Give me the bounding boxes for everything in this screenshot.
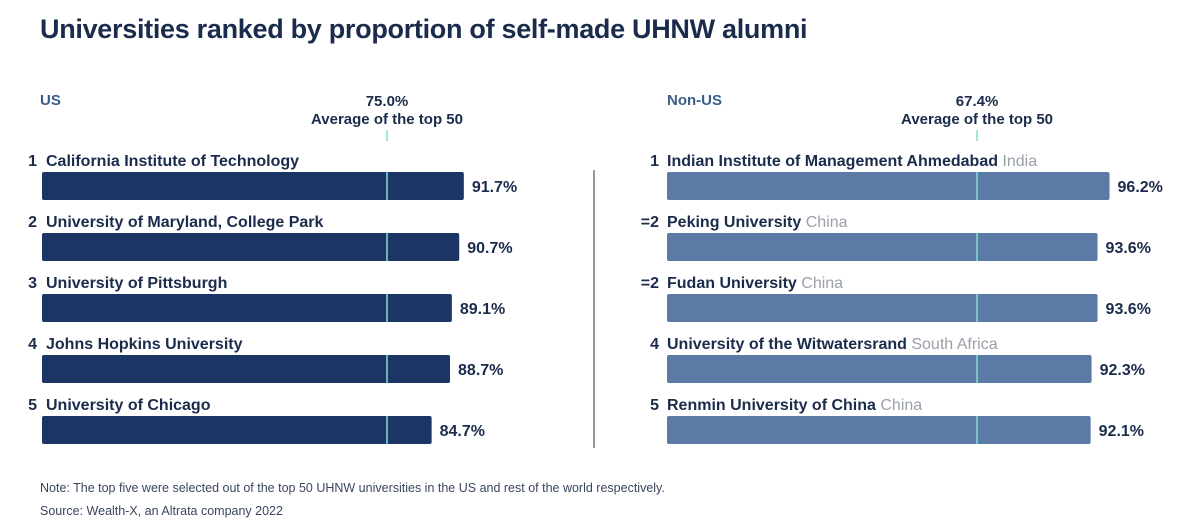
average-label: Average of the top 50 bbox=[901, 111, 1053, 128]
source-note: Source: Wealth-X, an Altrata company 202… bbox=[40, 504, 283, 518]
university-name: Peking University bbox=[667, 214, 801, 231]
panel-label: Non-US bbox=[667, 92, 722, 109]
average-label: Average of the top 50 bbox=[311, 111, 463, 128]
rank-label: 4 bbox=[28, 336, 37, 353]
category-label: University of Maryland, College Park bbox=[46, 214, 324, 231]
country-label: China bbox=[797, 275, 843, 292]
average-value: 67.4% bbox=[956, 93, 999, 110]
value-label: 92.3% bbox=[1100, 362, 1145, 379]
university-name: California Institute of Technology bbox=[46, 153, 299, 170]
category-label: Fudan University China bbox=[667, 275, 843, 292]
university-name: University of Maryland, College Park bbox=[46, 214, 324, 231]
value-label: 90.7% bbox=[467, 240, 512, 257]
panel-label: US bbox=[40, 92, 61, 109]
bar bbox=[667, 355, 1092, 383]
university-name: Renmin University of China bbox=[667, 397, 876, 414]
rank-label: 3 bbox=[28, 275, 37, 292]
rank-label: 2 bbox=[28, 214, 37, 231]
bar bbox=[667, 233, 1098, 261]
rank-label: 1 bbox=[650, 153, 659, 170]
rank-label: 5 bbox=[28, 397, 37, 414]
rank-label: =2 bbox=[641, 275, 659, 292]
bar bbox=[667, 172, 1110, 200]
bar bbox=[42, 233, 460, 261]
category-label: University of Chicago bbox=[46, 397, 211, 414]
value-label: 92.1% bbox=[1099, 423, 1144, 440]
value-label: 93.6% bbox=[1106, 240, 1151, 257]
category-label: Indian Institute of Management Ahmedabad… bbox=[667, 153, 1037, 170]
university-name: University of Chicago bbox=[46, 397, 211, 414]
category-label: University of Pittsburgh bbox=[46, 275, 227, 292]
value-label: 96.2% bbox=[1118, 179, 1163, 196]
value-label: 93.6% bbox=[1106, 301, 1151, 318]
university-name: University of the Witwatersrand bbox=[667, 336, 907, 353]
value-label: 91.7% bbox=[472, 179, 517, 196]
value-label: 89.1% bbox=[460, 301, 505, 318]
bar bbox=[667, 416, 1091, 444]
value-label: 84.7% bbox=[440, 423, 485, 440]
rank-label: 4 bbox=[650, 336, 659, 353]
category-label: California Institute of Technology bbox=[46, 153, 299, 170]
footnote: Note: The top five were selected out of … bbox=[40, 481, 665, 495]
university-name: Johns Hopkins University bbox=[46, 336, 243, 353]
category-label: Johns Hopkins University bbox=[46, 336, 243, 353]
bar bbox=[42, 416, 432, 444]
rank-label: =2 bbox=[641, 214, 659, 231]
category-label: Renmin University of China China bbox=[667, 397, 922, 414]
country-label: South Africa bbox=[907, 336, 998, 353]
chart-title: Universities ranked by proportion of sel… bbox=[40, 14, 808, 44]
country-label: China bbox=[876, 397, 922, 414]
university-name: University of Pittsburgh bbox=[46, 275, 227, 292]
bar bbox=[42, 294, 452, 322]
university-name: Indian Institute of Management Ahmedabad bbox=[667, 153, 998, 170]
bar bbox=[42, 172, 464, 200]
bar bbox=[42, 355, 451, 383]
country-label: China bbox=[801, 214, 847, 231]
rank-label: 1 bbox=[28, 153, 37, 170]
category-label: University of the Witwatersrand South Af… bbox=[667, 336, 998, 353]
bar bbox=[667, 294, 1098, 322]
chart-canvas: US 75.0%Average of the top 501 California … bbox=[28, 92, 1163, 448]
university-name: Fudan University bbox=[667, 275, 797, 292]
average-value: 75.0% bbox=[366, 93, 409, 110]
country-label: India bbox=[998, 153, 1037, 170]
rank-label: 5 bbox=[650, 397, 659, 414]
category-label: Peking University China bbox=[667, 214, 848, 231]
value-label: 88.7% bbox=[458, 362, 503, 379]
